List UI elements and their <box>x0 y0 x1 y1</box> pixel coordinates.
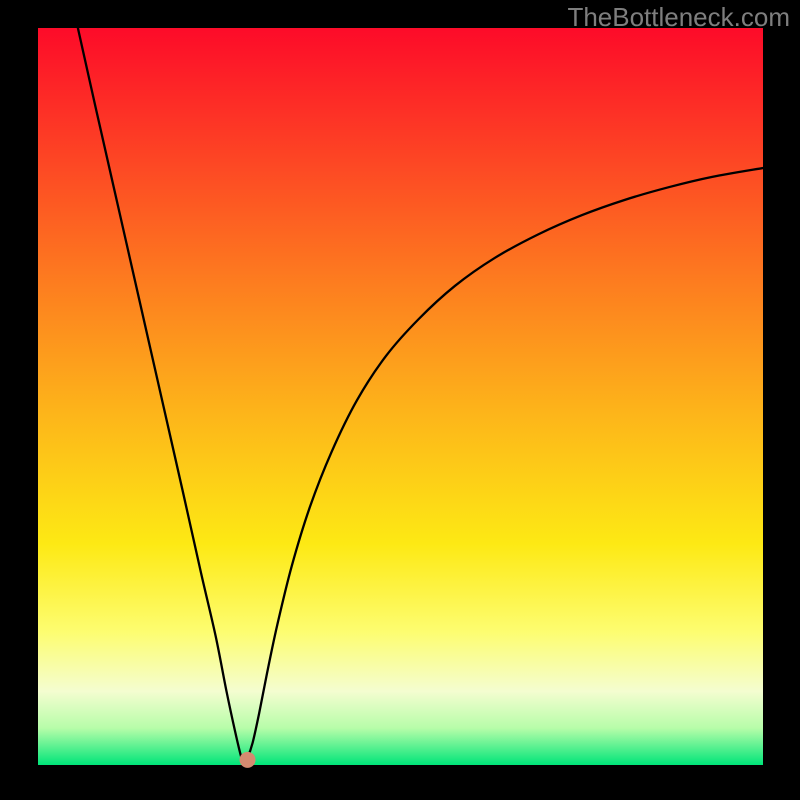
current-config-marker <box>240 752 256 768</box>
bottleneck-curve-plot <box>0 0 800 800</box>
plot-background <box>38 28 763 765</box>
chart-outer-frame: TheBottleneck.com <box>0 0 800 800</box>
watermark-text: TheBottleneck.com <box>567 2 790 33</box>
